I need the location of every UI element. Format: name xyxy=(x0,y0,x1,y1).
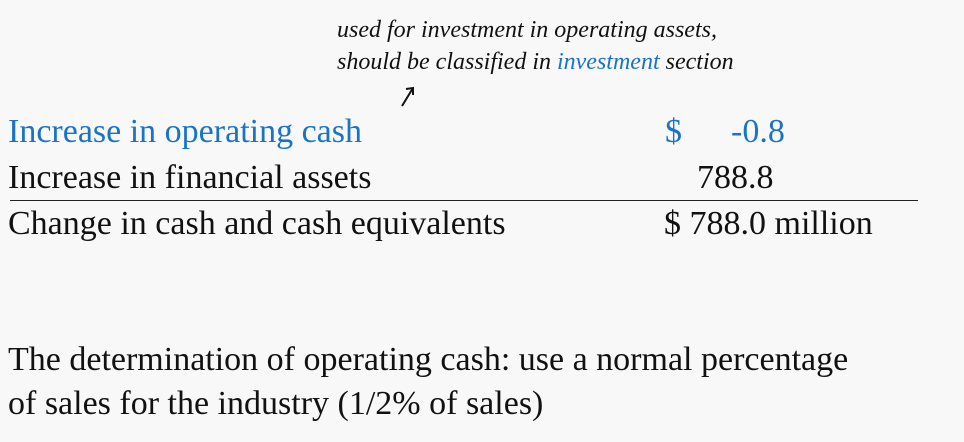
note-line-1: The determination of operating cash: use… xyxy=(8,341,849,378)
annotation-highlight: investment xyxy=(556,49,660,75)
row-operating-cash-value: -0.8 xyxy=(731,113,785,150)
annotation-note: used for investment in operating assets,… xyxy=(337,14,734,78)
annotation-line-2-suffix: section xyxy=(659,49,734,75)
row-financial-assets-value: 788.8 xyxy=(697,159,774,196)
arrow-up-right-icon xyxy=(401,86,414,107)
annotation-line-2-prefix: should be classified in xyxy=(337,49,557,75)
annotation-line-2: should be classified in investment secti… xyxy=(337,46,734,78)
operating-cash-note: The determination of operating cash: use… xyxy=(8,338,958,426)
row-operating-cash-label: Increase in operating cash xyxy=(8,113,362,150)
note-line-2: of sales for the industry (1/2% of sales… xyxy=(8,385,544,422)
row-operating-cash-currency: $ xyxy=(665,113,682,150)
row-total-change-value: $ 788.0 million xyxy=(664,205,873,242)
total-divider xyxy=(10,200,918,201)
row-total-change-label: Change in cash and cash equivalents xyxy=(8,205,506,242)
annotation-line-1: used for investment in operating assets, xyxy=(337,17,717,43)
row-financial-assets-label: Increase in financial assets xyxy=(8,159,372,196)
